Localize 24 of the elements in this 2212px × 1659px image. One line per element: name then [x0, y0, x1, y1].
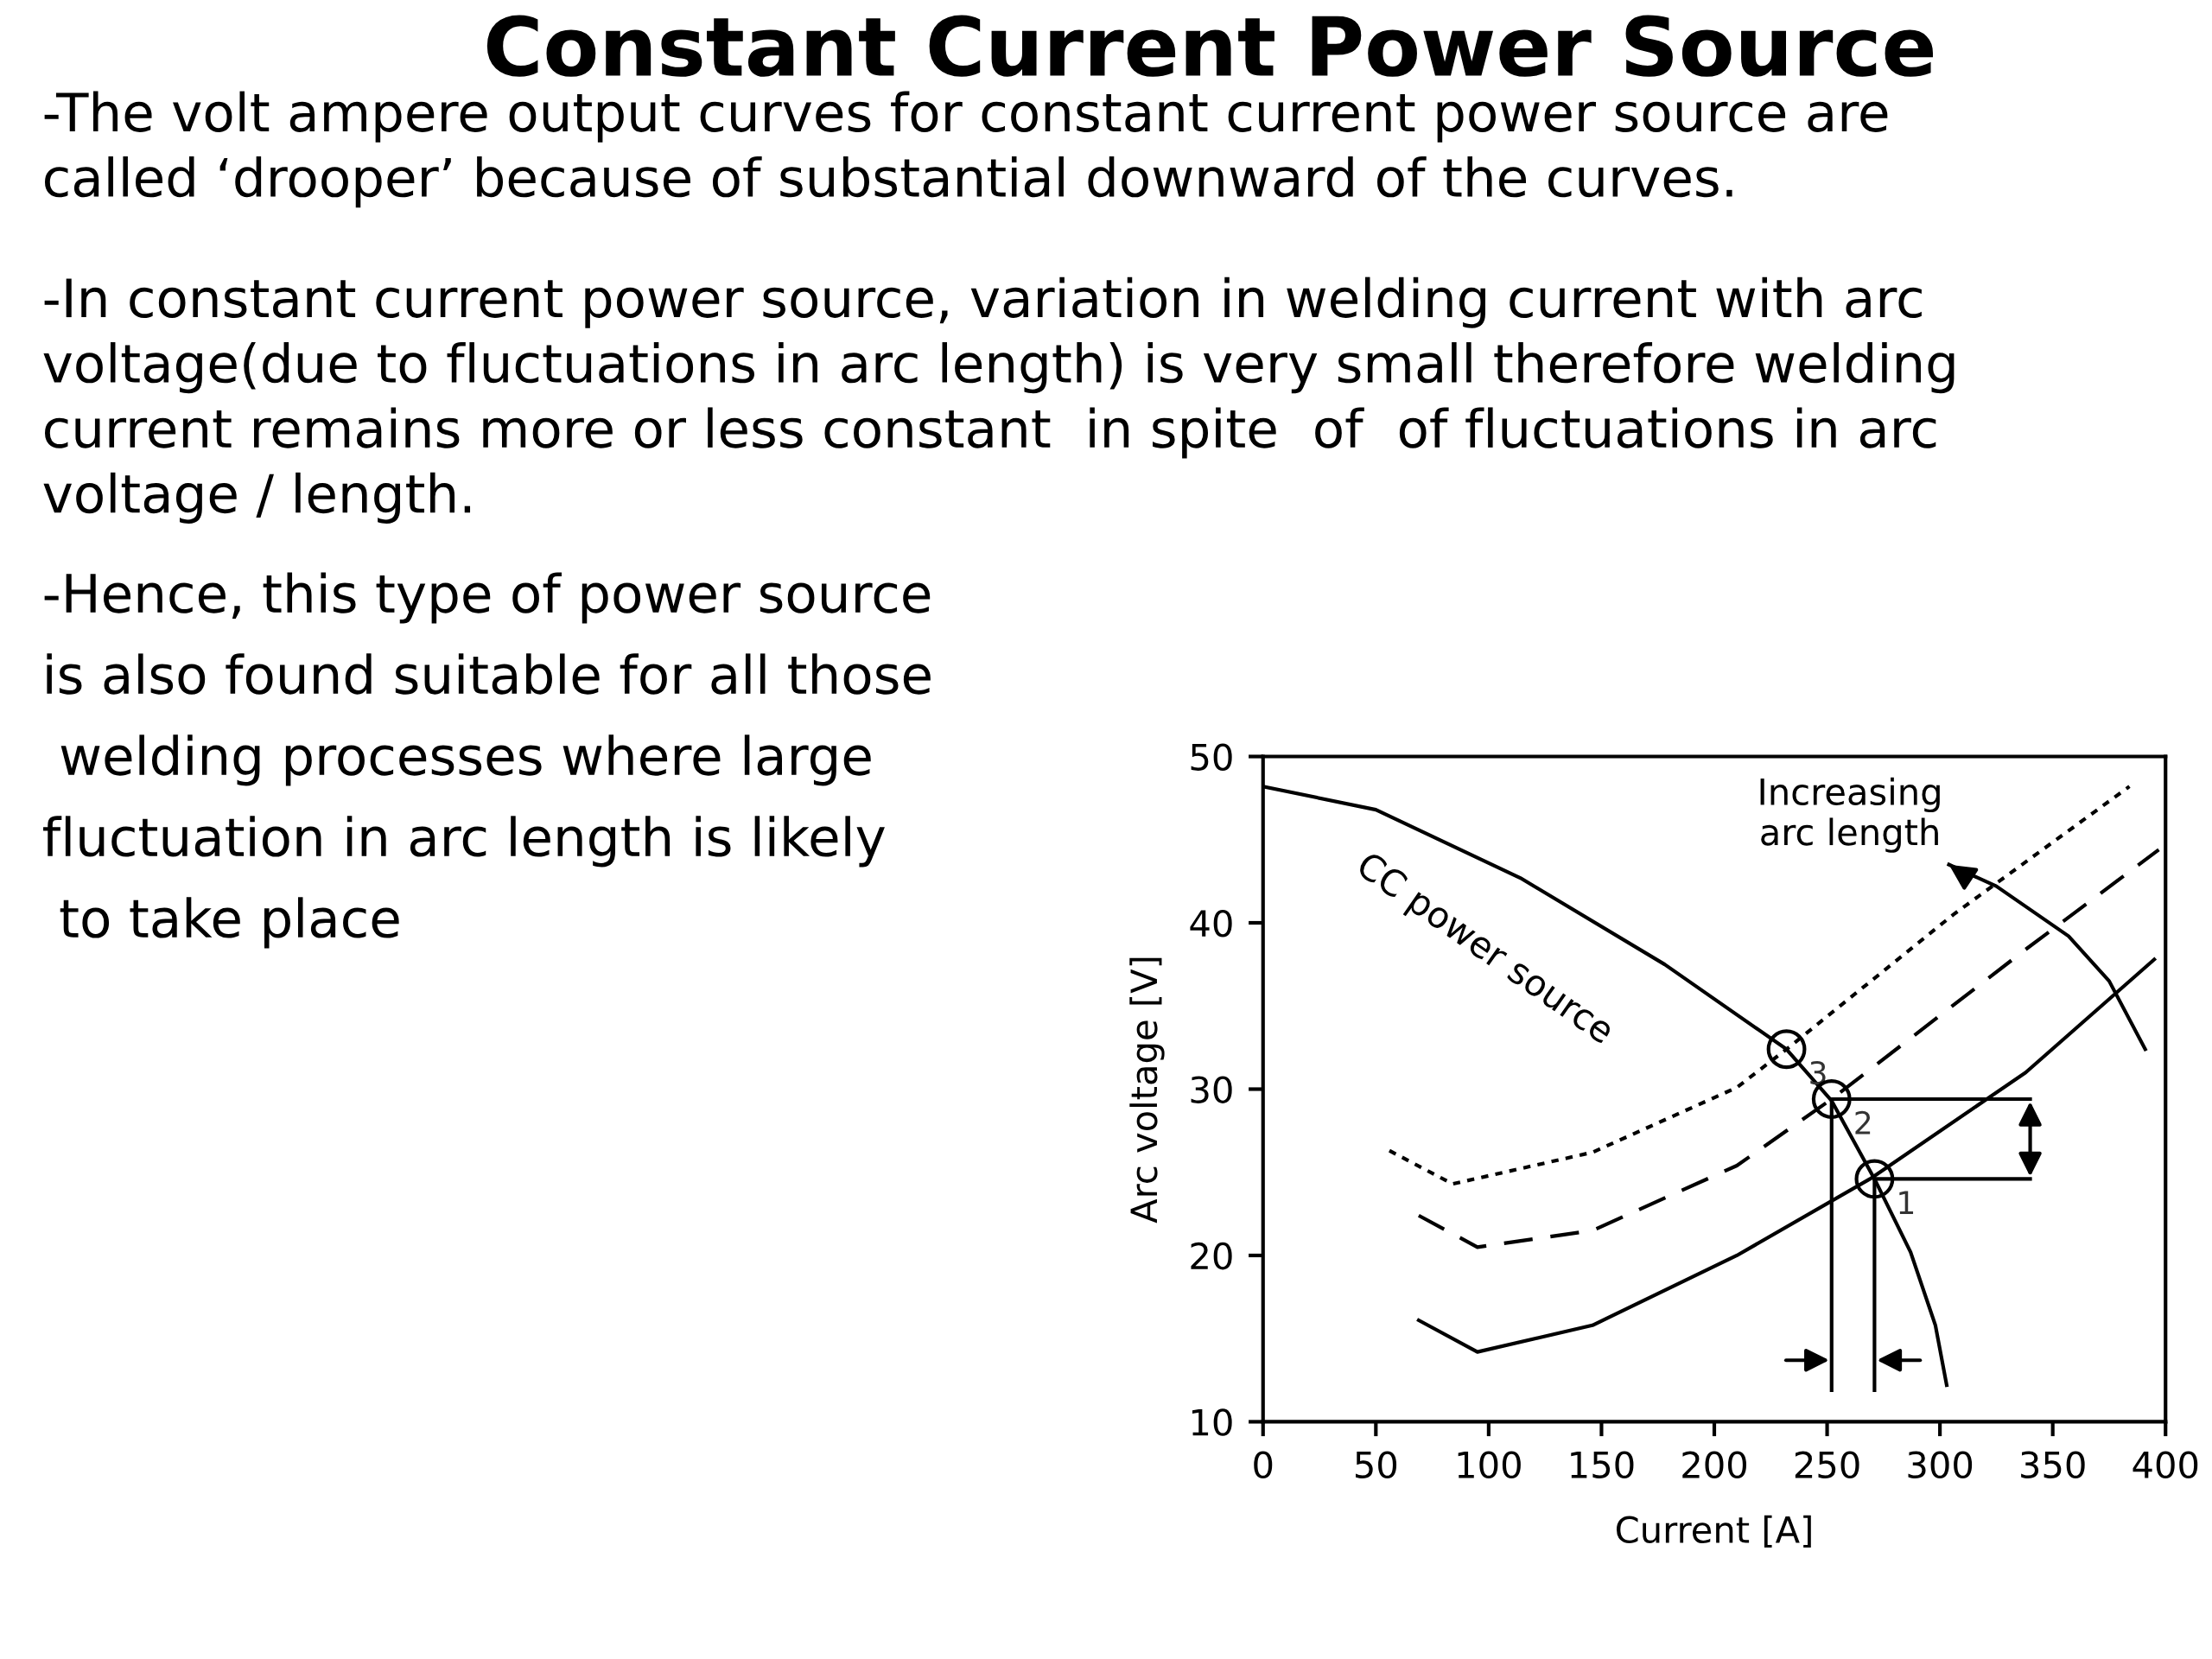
x-tick-label: 400: [2133, 1451, 2198, 1479]
x-tick-label: 100: [1458, 1451, 1521, 1479]
annotation: 3: [1810, 1061, 1826, 1085]
text: -Hence, this type of power source is also found suitable for all those welding processes where large fluctuation in arc length is likely to take place: [43, 572, 931, 949]
annotation: 2: [1855, 1110, 1871, 1135]
y-tick-label: 10: [1192, 1408, 1232, 1436]
x-tick-label: 250: [1795, 1451, 1859, 1479]
y-tick-label: 20: [1191, 1242, 1232, 1270]
y-tick-label: 50: [1191, 743, 1232, 771]
text: -In constant current power source, variation in welding current with arc voltage(due to fluctuations in arc length) is very small therefore welding current remains more or less constant in spite of of fluctuations in arc voltage / length.: [43, 276, 1955, 524]
x-tick-label: 300: [1908, 1451, 1973, 1479]
x-axis-title: Current [A]: [1616, 1515, 1811, 1548]
y-axis-title: Arc voltage [V]: [1129, 957, 1165, 1224]
x-tick-label: 0: [1254, 1451, 1273, 1479]
chart-title: Constant Current Power Source: [486, 15, 1933, 77]
x-tick-label: 200: [1682, 1451, 1746, 1479]
text: -The volt ampere output curves for constant current power source are called ‘drooper’ because of substantial downward of the curves.: [44, 91, 1888, 208]
annotation: Increasing arc length: [1760, 777, 1940, 853]
y-tick-label: 30: [1191, 1076, 1232, 1103]
annotation: 1: [1899, 1191, 1914, 1214]
x-tick-label: 150: [1571, 1451, 1634, 1479]
x-tick-label: 50: [1356, 1451, 1397, 1479]
x-tick-label: 350: [2021, 1451, 2085, 1479]
y-tick-label: 40: [1190, 909, 1232, 938]
